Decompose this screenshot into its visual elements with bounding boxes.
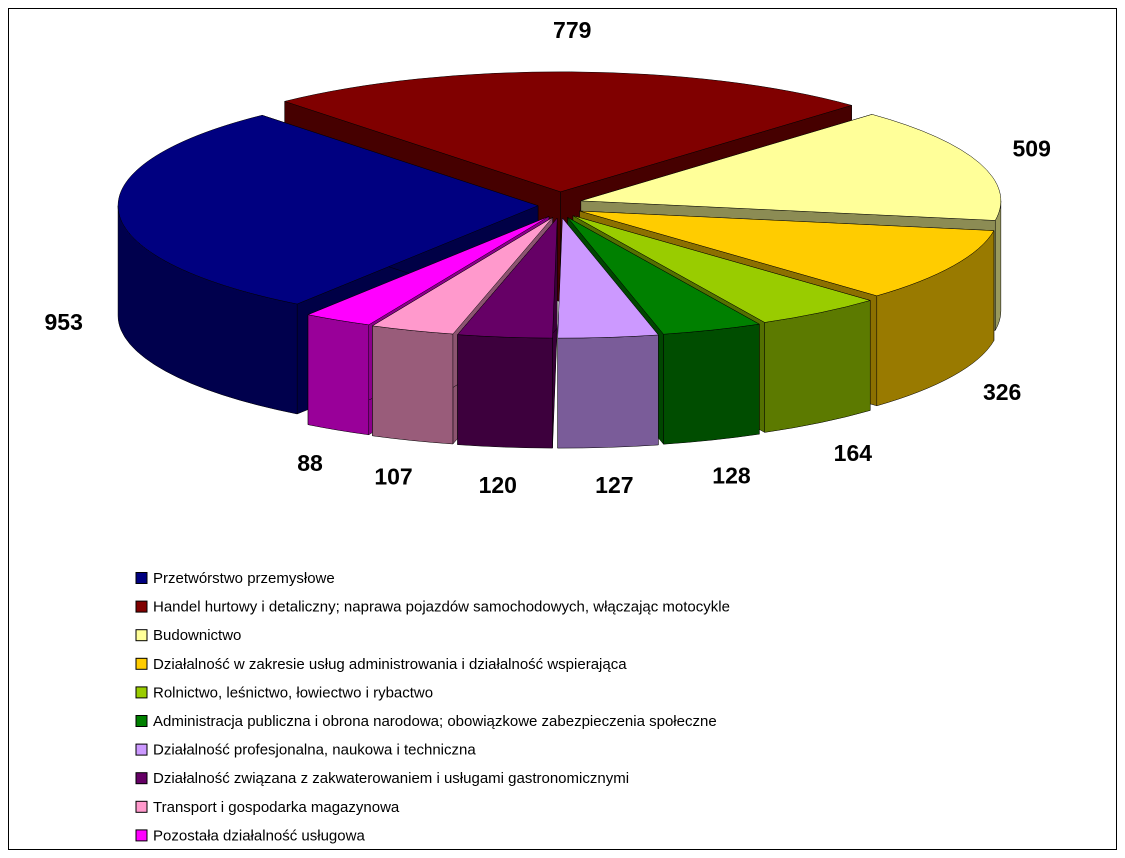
slice	[557, 217, 659, 449]
slice-top	[307, 216, 550, 326]
slice-top	[572, 215, 872, 323]
legend-swatch	[135, 829, 148, 842]
legend-swatch	[135, 743, 148, 756]
slice-top	[557, 217, 659, 339]
legend-label: Transport i gospodarka magazynowa	[153, 799, 400, 816]
slice-outer-wall	[372, 325, 454, 445]
data-label: 326	[983, 379, 1021, 405]
data-label: 164	[834, 440, 873, 466]
slice-top	[567, 217, 761, 335]
slice-top	[580, 114, 1002, 221]
legend-label: Działalność profesjonalna, naukowa i tec…	[153, 742, 476, 759]
slice-top	[283, 71, 853, 193]
slice-outer-wall	[457, 334, 553, 449]
legend-swatch	[135, 600, 148, 613]
legend-swatch	[135, 800, 148, 813]
legend-label: Pozostała działalność usługowa	[153, 827, 365, 844]
slice-top	[457, 217, 558, 339]
data-label: 953	[45, 309, 83, 335]
slice-outer-wall	[994, 200, 1002, 332]
legend-label: Działalność związana z zakwaterowaniem i…	[153, 770, 629, 787]
slice-top	[371, 217, 553, 335]
legend-swatch	[135, 715, 148, 727]
legend-swatch	[135, 572, 148, 584]
legend-label: Przetwórstwo przemysłowe	[153, 570, 335, 587]
legend-swatch	[135, 772, 148, 785]
slice-outer-wall	[764, 300, 871, 433]
data-label: 779	[553, 17, 591, 43]
data-label: 128	[712, 463, 751, 489]
slice-outer-wall	[557, 334, 659, 449]
data-label: 88	[297, 450, 323, 476]
data-label: 509	[1013, 136, 1051, 162]
data-label: 107	[374, 463, 412, 489]
data-label: 127	[595, 472, 633, 498]
legend-label: Budownictwo	[153, 627, 241, 644]
slice-top	[579, 210, 995, 297]
legend-label: Działalność w zakresie usług administrow…	[153, 656, 627, 673]
legend-label: Rolnictwo, leśnictwo, łowiectwo i rybact…	[153, 684, 433, 701]
slice-outer-wall	[307, 314, 370, 436]
slice-top	[117, 114, 539, 305]
legend-swatch	[135, 686, 148, 699]
legend-swatch	[135, 629, 148, 642]
legend-label: Administracja publiczna i obrona narodow…	[153, 713, 717, 730]
slice-outer-wall	[663, 323, 760, 445]
data-label: 120	[479, 472, 517, 498]
legend-label: Handel hurtowy i detaliczny; naprawa poj…	[153, 599, 730, 616]
slice	[457, 217, 558, 449]
legend-swatch	[135, 657, 148, 670]
